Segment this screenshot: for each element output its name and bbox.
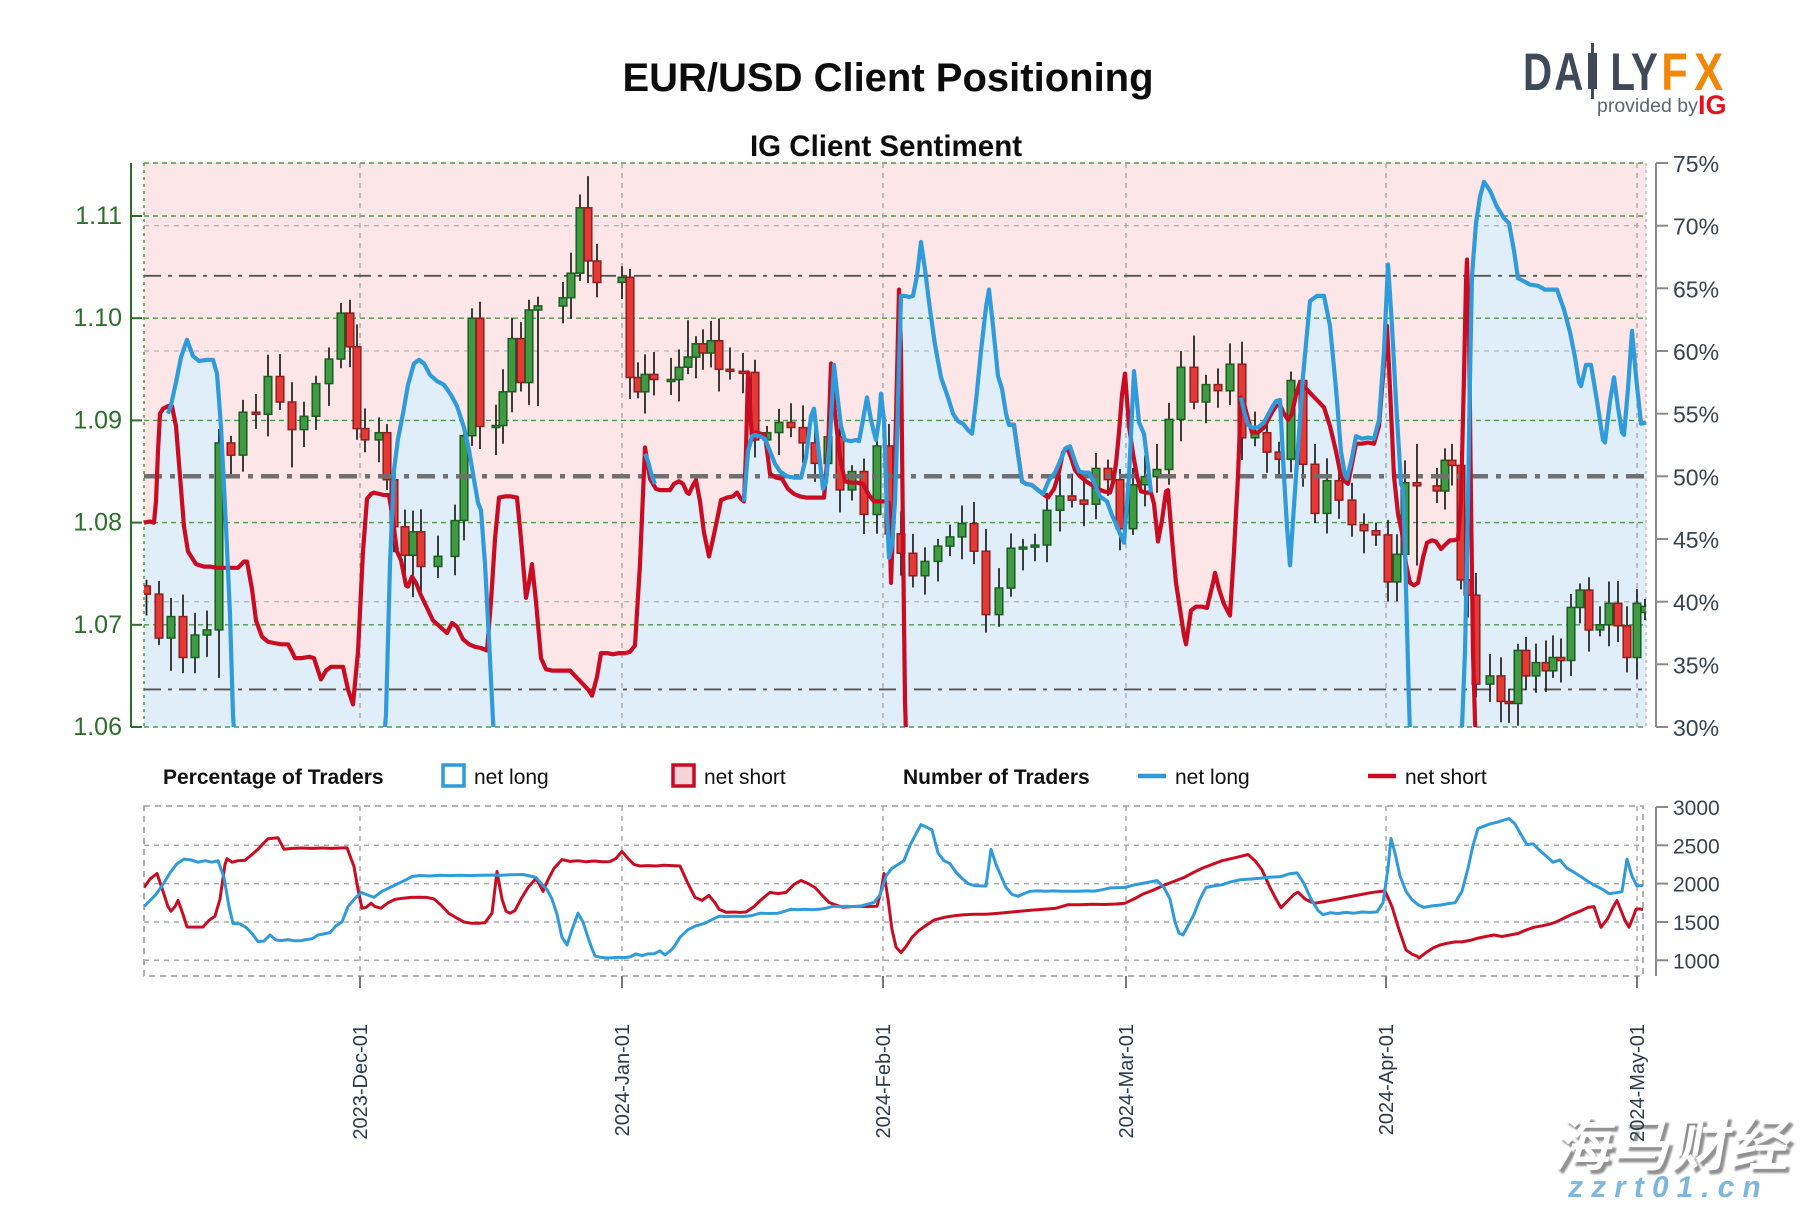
svg-text:net long: net long	[1175, 766, 1250, 789]
svg-text:IG: IG	[1698, 90, 1727, 120]
svg-text:45%: 45%	[1673, 527, 1719, 553]
svg-text:65%: 65%	[1673, 276, 1719, 302]
svg-text:35%: 35%	[1673, 652, 1719, 678]
svg-text:1.11: 1.11	[75, 202, 122, 230]
svg-text:1.10: 1.10	[73, 304, 122, 332]
svg-text:IG Client Sentiment: IG Client Sentiment	[750, 130, 1022, 163]
svg-text:1.07: 1.07	[73, 611, 122, 639]
svg-text:provided by: provided by	[1597, 95, 1698, 117]
svg-text:1.08: 1.08	[73, 509, 122, 537]
svg-text:A: A	[1554, 42, 1583, 102]
svg-text:L: L	[1610, 42, 1635, 102]
svg-text:1000: 1000	[1673, 950, 1720, 973]
svg-text:EUR/USD Client Positioning: EUR/USD Client Positioning	[622, 56, 1153, 100]
svg-text:F: F	[1661, 43, 1688, 102]
svg-text:1.06: 1.06	[73, 713, 122, 741]
svg-text:60%: 60%	[1673, 339, 1719, 365]
svg-text:2024-May-01: 2024-May-01	[1627, 1024, 1649, 1142]
svg-text:55%: 55%	[1673, 402, 1719, 428]
svg-text:2000: 2000	[1673, 874, 1720, 897]
svg-text:net long: net long	[474, 766, 549, 789]
svg-text:75%: 75%	[1673, 151, 1719, 177]
svg-text:30%: 30%	[1673, 715, 1719, 741]
svg-text:net short: net short	[704, 766, 786, 789]
svg-text:2500: 2500	[1673, 835, 1720, 858]
svg-text:Y: Y	[1631, 42, 1658, 102]
svg-text:net short: net short	[1405, 766, 1487, 789]
svg-text:1500: 1500	[1673, 912, 1720, 935]
svg-text:2023-Dec-01: 2023-Dec-01	[350, 1024, 372, 1140]
svg-text:D: D	[1523, 42, 1552, 102]
svg-text:海马财经: 海马财经	[1550, 1113, 1797, 1178]
svg-text:X: X	[1694, 43, 1723, 102]
svg-text:Number of Traders: Number of Traders	[903, 766, 1090, 789]
svg-text:1.09: 1.09	[73, 406, 122, 434]
svg-text:2024-Apr-01: 2024-Apr-01	[1376, 1024, 1398, 1135]
svg-text:zzrt01.cn: zzrt01.cn	[1566, 1171, 1772, 1200]
svg-text:50%: 50%	[1673, 464, 1719, 490]
svg-text:2024-Jan-01: 2024-Jan-01	[612, 1024, 634, 1136]
svg-text:2024-Feb-01: 2024-Feb-01	[873, 1024, 895, 1139]
svg-text:2024-Mar-01: 2024-Mar-01	[1116, 1024, 1138, 1139]
svg-text:Percentage of Traders: Percentage of Traders	[163, 766, 384, 789]
svg-text:40%: 40%	[1673, 590, 1719, 616]
svg-text:70%: 70%	[1673, 214, 1719, 240]
svg-text:3000: 3000	[1673, 797, 1720, 820]
